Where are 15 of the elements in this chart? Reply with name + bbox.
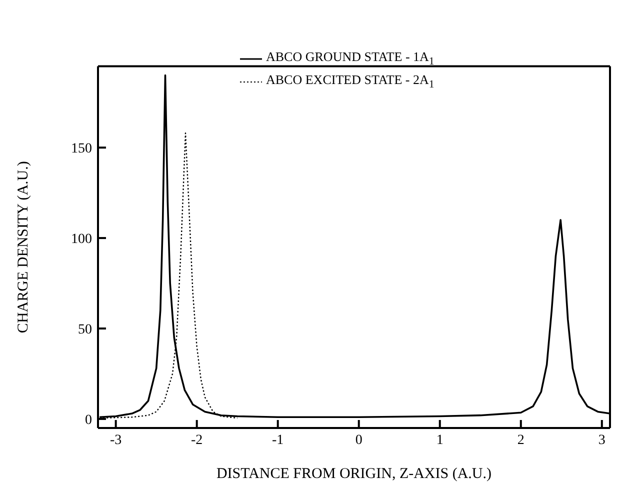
y-tick-label: 100 bbox=[71, 232, 92, 248]
x-tick-label: -2 bbox=[191, 432, 203, 448]
legend-label: ABCO GROUND STATE - 1A$_{1}$ bbox=[266, 48, 434, 70]
y-axis-title: CHARGE DENSITY (A.U.) bbox=[15, 161, 32, 334]
x-tick-label: -3 bbox=[110, 432, 122, 448]
legend-label: ABCO EXCITED STATE - 2A$_{1}$ bbox=[266, 70, 434, 92]
x-tick-label: -1 bbox=[272, 432, 284, 448]
x-tick-label: 3 bbox=[598, 432, 606, 448]
x-tick-label: 2 bbox=[517, 432, 524, 448]
y-tick-label: 0 bbox=[85, 412, 92, 428]
x-axis-title: DISTANCE FROM ORIGIN, Z-AXIS (A.U.) bbox=[216, 466, 492, 482]
x-tick-label: 0 bbox=[355, 432, 362, 448]
x-tick-label: 1 bbox=[436, 432, 444, 448]
y-tick-label: 150 bbox=[71, 142, 92, 157]
y-tick-label: 50 bbox=[78, 322, 92, 338]
